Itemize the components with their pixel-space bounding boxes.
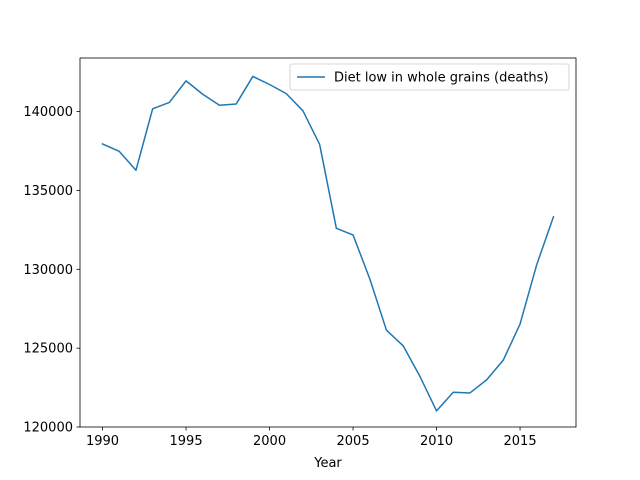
- legend-label: Diet low in whole grains (deaths): [334, 71, 549, 86]
- x-tick-label: 2015: [504, 434, 537, 449]
- x-tick-label: 2000: [253, 434, 286, 449]
- y-tick-label: 120000: [23, 421, 73, 436]
- x-axis-label: Year: [313, 456, 342, 471]
- y-tick-label: 130000: [23, 263, 73, 278]
- y-tick-label: 125000: [23, 342, 73, 357]
- series-line-0: [101, 75, 555, 412]
- y-tick-label: 135000: [23, 184, 73, 199]
- legend: Diet low in whole grains (deaths): [289, 63, 570, 91]
- axes-frame: [79, 57, 577, 428]
- x-tick-label: 1995: [170, 434, 203, 449]
- x-axis-ticks: 1990 1995 2000 2005 2010 2015: [86, 427, 537, 449]
- y-tick-label: 140000: [23, 105, 73, 120]
- plot-area: [79, 57, 577, 428]
- y-axis-ticks: 120000 125000 130000 135000 140000: [23, 105, 80, 436]
- legend-box: [289, 63, 570, 91]
- x-tick-label: 1990: [86, 434, 119, 449]
- x-tick-label: 2005: [337, 434, 370, 449]
- x-tick-label: 2010: [420, 434, 453, 449]
